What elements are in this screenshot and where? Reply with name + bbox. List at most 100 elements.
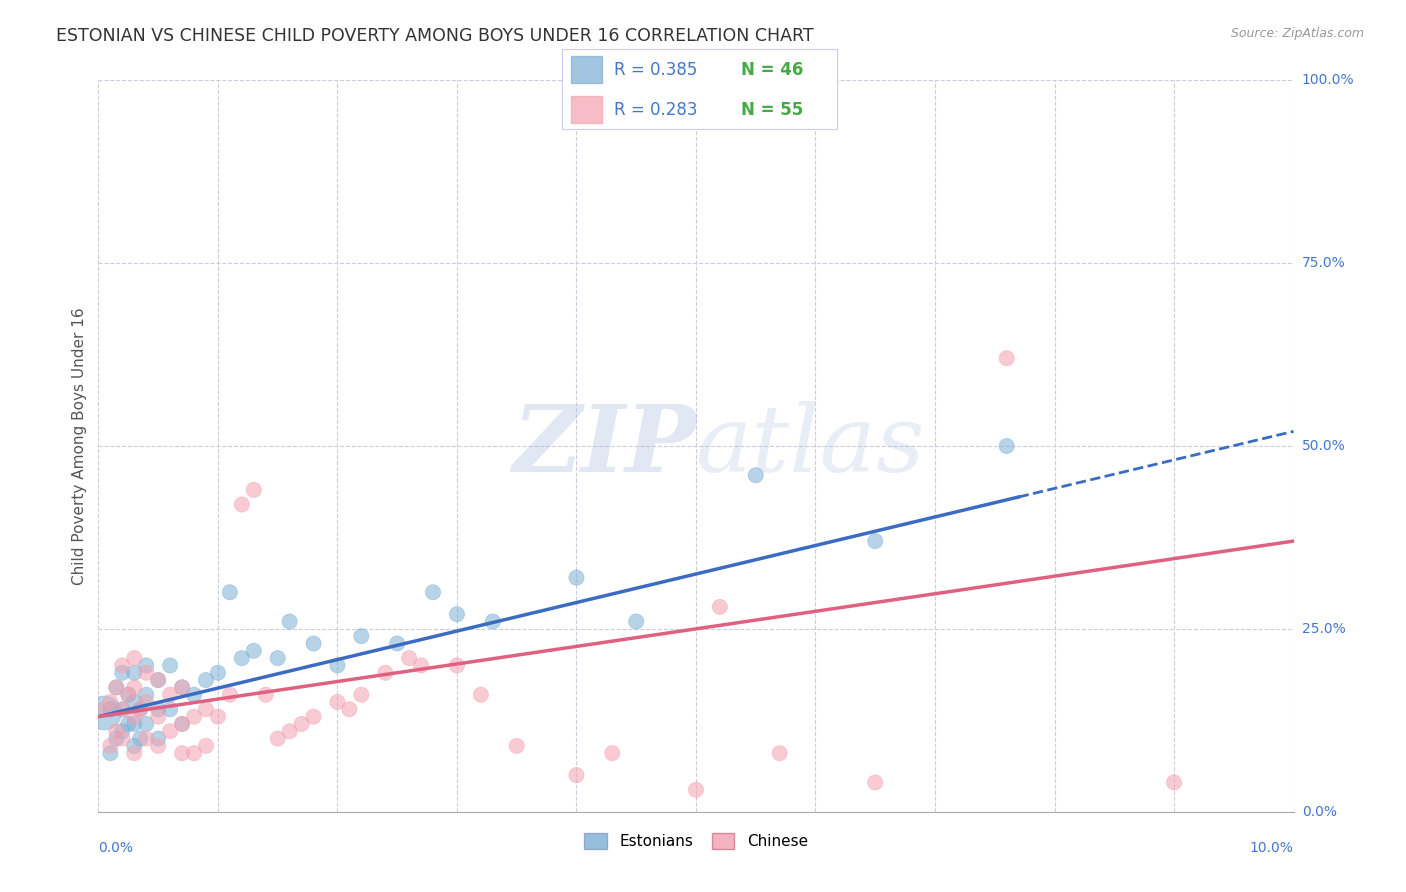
Point [207, 665, 229, 680]
Point [124, 739, 146, 753]
Point [105, 724, 128, 739]
Text: atlas: atlas [696, 401, 925, 491]
Point [135, 717, 157, 731]
Point [105, 681, 128, 695]
Point [124, 651, 146, 665]
Text: 50.0%: 50.0% [1302, 439, 1346, 453]
Point [98, 739, 122, 753]
Point [422, 585, 444, 599]
Point [124, 709, 146, 723]
Point [278, 615, 301, 629]
Point [291, 717, 314, 731]
Point [117, 688, 139, 702]
Point [124, 665, 146, 680]
Point [195, 702, 218, 716]
Point [865, 775, 887, 789]
FancyBboxPatch shape [571, 96, 602, 123]
Point [98, 702, 122, 716]
Point [446, 607, 468, 622]
Point [117, 688, 139, 702]
Text: 0.0%: 0.0% [1302, 805, 1337, 819]
Point [231, 498, 253, 512]
Text: 75.0%: 75.0% [1302, 256, 1346, 270]
Point [159, 702, 181, 716]
Point [470, 688, 492, 702]
Point [267, 731, 290, 746]
Point [124, 717, 146, 731]
Point [111, 658, 134, 673]
Point [385, 636, 409, 650]
Point [148, 731, 170, 746]
Text: 100.0%: 100.0% [1302, 73, 1354, 87]
Point [995, 351, 1018, 366]
Y-axis label: Child Poverty Among Boys Under 16: Child Poverty Among Boys Under 16 [72, 307, 87, 585]
Point [350, 688, 373, 702]
Point [105, 681, 128, 695]
Point [148, 709, 170, 723]
Point [565, 768, 588, 782]
Point [93, 702, 115, 716]
Point [129, 702, 152, 716]
Point [172, 746, 194, 760]
Point [111, 724, 134, 739]
Point [93, 706, 115, 720]
Point [124, 695, 146, 709]
Point [124, 681, 146, 695]
Point [219, 585, 242, 599]
Point [135, 695, 157, 709]
Point [709, 599, 731, 614]
Point [278, 724, 301, 739]
Point [129, 702, 152, 716]
Point [195, 673, 218, 687]
Point [326, 658, 349, 673]
Point [482, 615, 505, 629]
Point [172, 717, 194, 731]
Point [506, 739, 529, 753]
Point [565, 571, 588, 585]
Point [745, 468, 768, 483]
Text: N = 46: N = 46 [741, 61, 803, 78]
Point [398, 651, 420, 665]
Point [1163, 775, 1185, 789]
Point [111, 665, 134, 680]
Point [995, 439, 1018, 453]
Point [117, 717, 139, 731]
Point [98, 695, 122, 709]
Point [148, 673, 170, 687]
Point [148, 673, 170, 687]
Point [243, 644, 266, 658]
Text: Source: ZipAtlas.com: Source: ZipAtlas.com [1230, 27, 1364, 40]
Point [865, 534, 887, 549]
Point [111, 731, 134, 746]
Text: ZIP: ZIP [512, 401, 696, 491]
Point [339, 702, 361, 716]
Point [243, 483, 266, 497]
Point [148, 702, 170, 716]
Point [159, 688, 181, 702]
Point [183, 688, 205, 702]
Point [626, 615, 648, 629]
Point [207, 709, 229, 723]
Text: N = 55: N = 55 [741, 101, 803, 119]
Point [254, 688, 277, 702]
Point [231, 651, 253, 665]
FancyBboxPatch shape [571, 56, 602, 83]
Point [111, 702, 134, 716]
Point [172, 681, 194, 695]
Point [195, 739, 218, 753]
Point [135, 665, 157, 680]
Point [302, 636, 325, 650]
Point [302, 709, 325, 723]
Point [374, 665, 396, 680]
Point [769, 746, 792, 760]
Point [183, 746, 205, 760]
Point [148, 739, 170, 753]
Text: 25.0%: 25.0% [1302, 622, 1346, 636]
Text: 10.0%: 10.0% [1250, 841, 1294, 855]
Legend: Estonians, Chinese: Estonians, Chinese [578, 826, 814, 855]
Point [183, 709, 205, 723]
Point [159, 724, 181, 739]
Point [129, 731, 152, 746]
Point [135, 731, 157, 746]
Text: R = 0.283: R = 0.283 [614, 101, 697, 119]
